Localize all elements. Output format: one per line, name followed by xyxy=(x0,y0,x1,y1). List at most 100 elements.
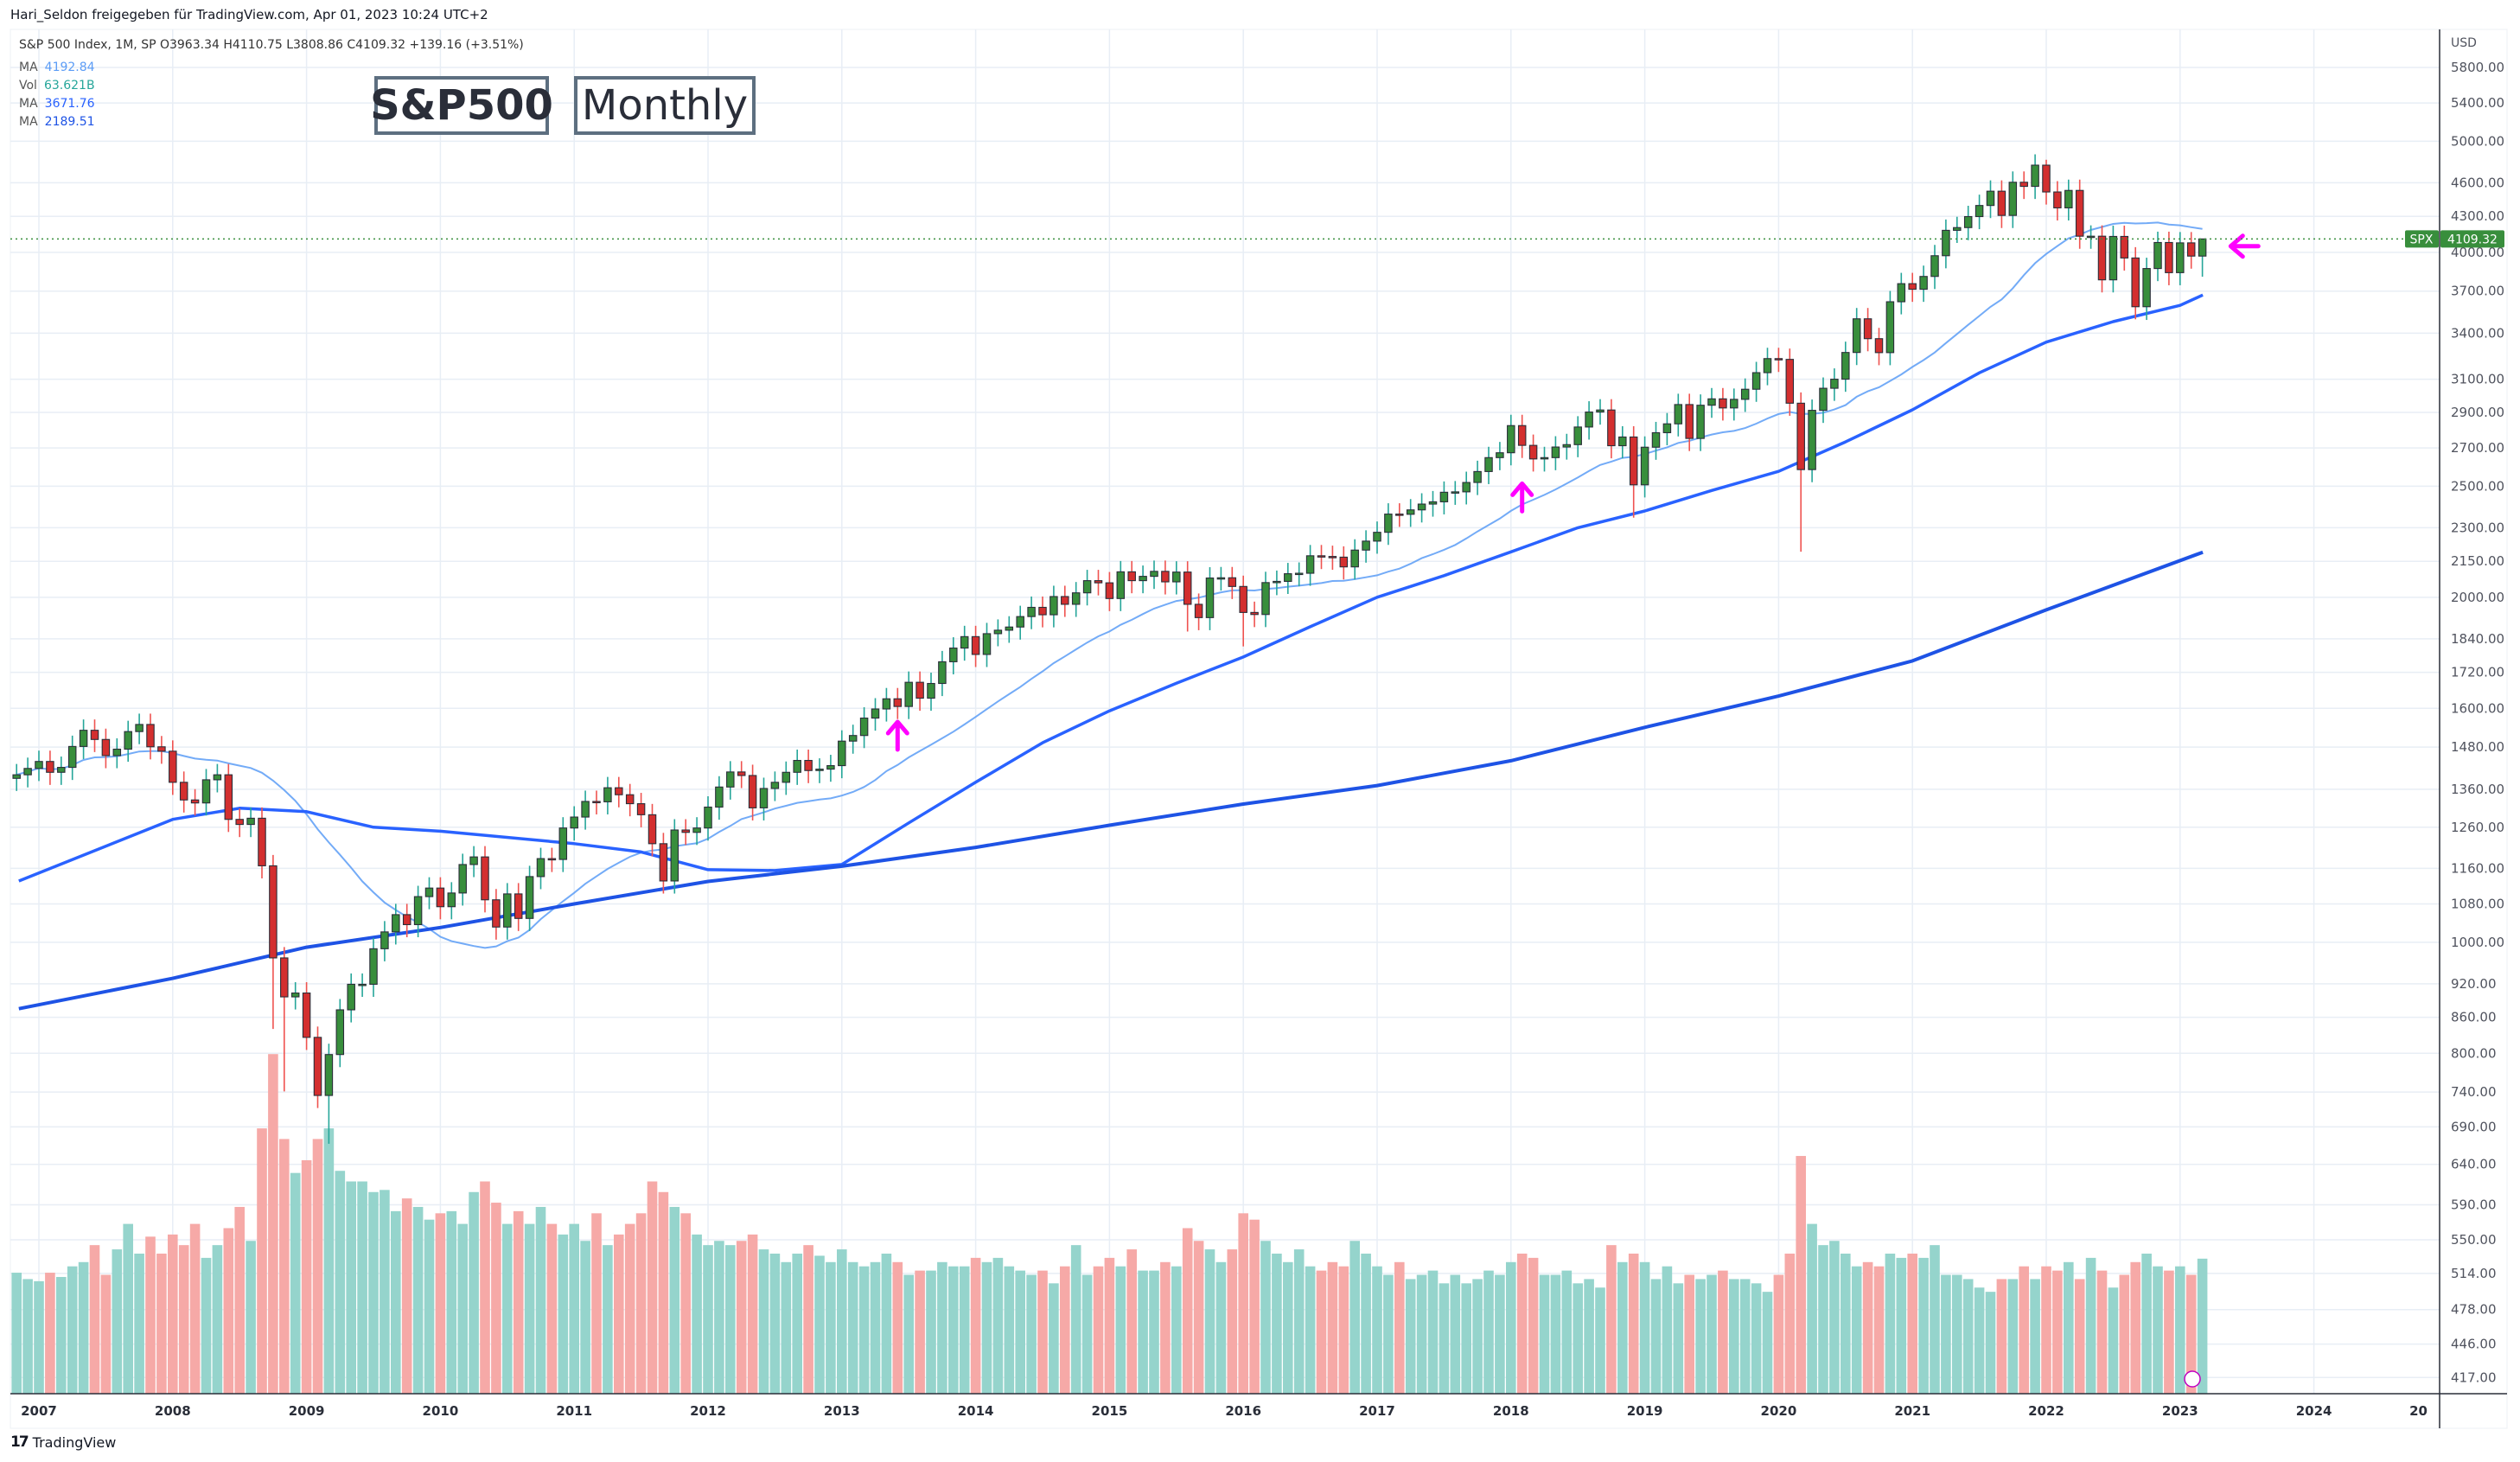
interval-box[interactable]: Monthly xyxy=(574,76,756,135)
candle-body xyxy=(904,681,913,707)
legend-row[interactable]: MA 4192.84 xyxy=(19,61,95,74)
candle-body xyxy=(1161,571,1170,583)
volume-bar xyxy=(1516,1253,1528,1394)
candle-body xyxy=(993,629,1003,635)
legend-row[interactable]: MA 3671.76 xyxy=(19,97,95,111)
volume-bar xyxy=(624,1223,635,1394)
time-tick-label: 2014 xyxy=(958,1403,994,1419)
volume-bar xyxy=(2052,1270,2063,1394)
candle-body xyxy=(1194,603,1203,618)
candle-body xyxy=(392,914,400,933)
candle-body xyxy=(1986,190,1995,207)
candle-body xyxy=(23,768,32,776)
volume-bar xyxy=(1249,1219,1260,1394)
currency-label: USD xyxy=(2451,36,2477,50)
volume-bar xyxy=(212,1245,223,1394)
price-tick-label: 2000.00 xyxy=(2451,590,2504,605)
candle-body xyxy=(313,1037,322,1096)
title-box[interactable]: S&P500 xyxy=(370,76,553,135)
candle-body xyxy=(1406,509,1415,515)
volume-bar xyxy=(892,1261,903,1394)
symbol-tag-label: SPX xyxy=(2410,233,2434,246)
candle-body xyxy=(971,635,980,655)
candle-body xyxy=(625,794,635,805)
candle-body xyxy=(1607,409,1616,447)
candle-body xyxy=(358,983,367,986)
volume-bar xyxy=(1762,1292,1773,1394)
price-tick-label: 2700.00 xyxy=(2451,440,2504,456)
ma-mid-line xyxy=(18,293,2204,883)
candle-body xyxy=(848,735,858,742)
price-tick-label: 2500.00 xyxy=(2451,478,2504,494)
candle-body xyxy=(681,829,690,833)
volume-bar xyxy=(357,1181,367,1394)
candle-body xyxy=(770,782,780,789)
price-axis[interactable]: USD 5800.00 5400.00 5000.00 4600.00 4300.00 4… xyxy=(2451,36,2504,1385)
volume-bar xyxy=(1283,1261,1293,1394)
candle-body xyxy=(492,899,501,928)
volume-bar xyxy=(1439,1283,1450,1394)
volume-bar xyxy=(2041,1266,2051,1394)
candle-body xyxy=(213,774,222,781)
price-tick-label: 1480.00 xyxy=(2451,739,2504,755)
volume-bar xyxy=(1561,1270,1573,1394)
candle-body xyxy=(1373,532,1381,542)
replay-lightning-icon xyxy=(2184,1370,2201,1388)
candle-body xyxy=(380,931,389,949)
volume-bar xyxy=(2096,1270,2108,1394)
candle-body xyxy=(536,858,545,878)
brand-name: TradingView xyxy=(32,1433,117,1451)
volume-bar xyxy=(1060,1266,1070,1394)
volume-bar xyxy=(346,1181,356,1394)
legend-label: Vol xyxy=(19,79,37,93)
volume-bar xyxy=(1160,1261,1171,1394)
volume-bar xyxy=(1004,1266,1015,1394)
candle-body xyxy=(603,787,612,802)
volume-bar xyxy=(1015,1270,1025,1394)
candle-body xyxy=(1105,582,1114,599)
candle-body xyxy=(1751,372,1761,390)
tradingview-logo-icon: 17 xyxy=(10,1433,29,1451)
volume-bar xyxy=(1818,1245,1828,1394)
legend-row[interactable]: MA 2189.51 xyxy=(19,115,95,129)
candle-body xyxy=(1061,596,1069,605)
candle-body xyxy=(1618,436,1627,447)
volume-bar xyxy=(1115,1266,1126,1394)
arrow-left-icon xyxy=(2228,233,2261,259)
time-tick-label: 2013 xyxy=(824,1403,860,1419)
volume-bar xyxy=(2007,1279,2019,1394)
volume-bar xyxy=(992,1257,1004,1394)
candle-body xyxy=(1573,426,1582,445)
price-tick-label: 1160.00 xyxy=(2451,860,2504,876)
volume-bar xyxy=(937,1261,947,1394)
candle-body xyxy=(1261,582,1270,616)
candle-body xyxy=(469,856,478,865)
legend-value: 63.621B xyxy=(43,79,95,93)
candle-body xyxy=(1384,514,1393,533)
volume-bar xyxy=(1405,1279,1416,1394)
volume-bar xyxy=(1639,1261,1650,1394)
legend-value: 3671.76 xyxy=(44,97,95,111)
volume-bar xyxy=(1461,1283,1471,1394)
candle-body xyxy=(949,648,958,662)
candle-body xyxy=(112,748,122,757)
candle-body xyxy=(335,1009,345,1056)
volume-bar xyxy=(424,1219,435,1394)
volume-bar xyxy=(469,1191,479,1394)
price-tick-label: 4000.00 xyxy=(2451,245,2504,260)
price-tick-label: 5000.00 xyxy=(2451,133,2504,149)
volume-bar xyxy=(1472,1279,1483,1394)
legend-row[interactable]: Vol 63.621B xyxy=(19,79,95,93)
candle-body xyxy=(2008,182,2018,216)
time-axis[interactable]: 2007 2008 2009 2010 2011 2012 2013 2014 2015 2016… xyxy=(21,1403,2427,1419)
volume-bar xyxy=(2153,1266,2163,1394)
candle-body xyxy=(915,681,924,699)
symbol-legend[interactable]: S&P 500 Index, 1M, SP O3963.34 H4110.75 … xyxy=(19,38,524,52)
volume-bar xyxy=(34,1280,44,1394)
candle-body xyxy=(79,730,88,747)
volume-bar xyxy=(1204,1249,1215,1394)
volume-bar xyxy=(1930,1245,1940,1394)
tradingview-logo[interactable]: 17 TradingView xyxy=(10,1433,116,1451)
candle-body xyxy=(938,661,947,685)
